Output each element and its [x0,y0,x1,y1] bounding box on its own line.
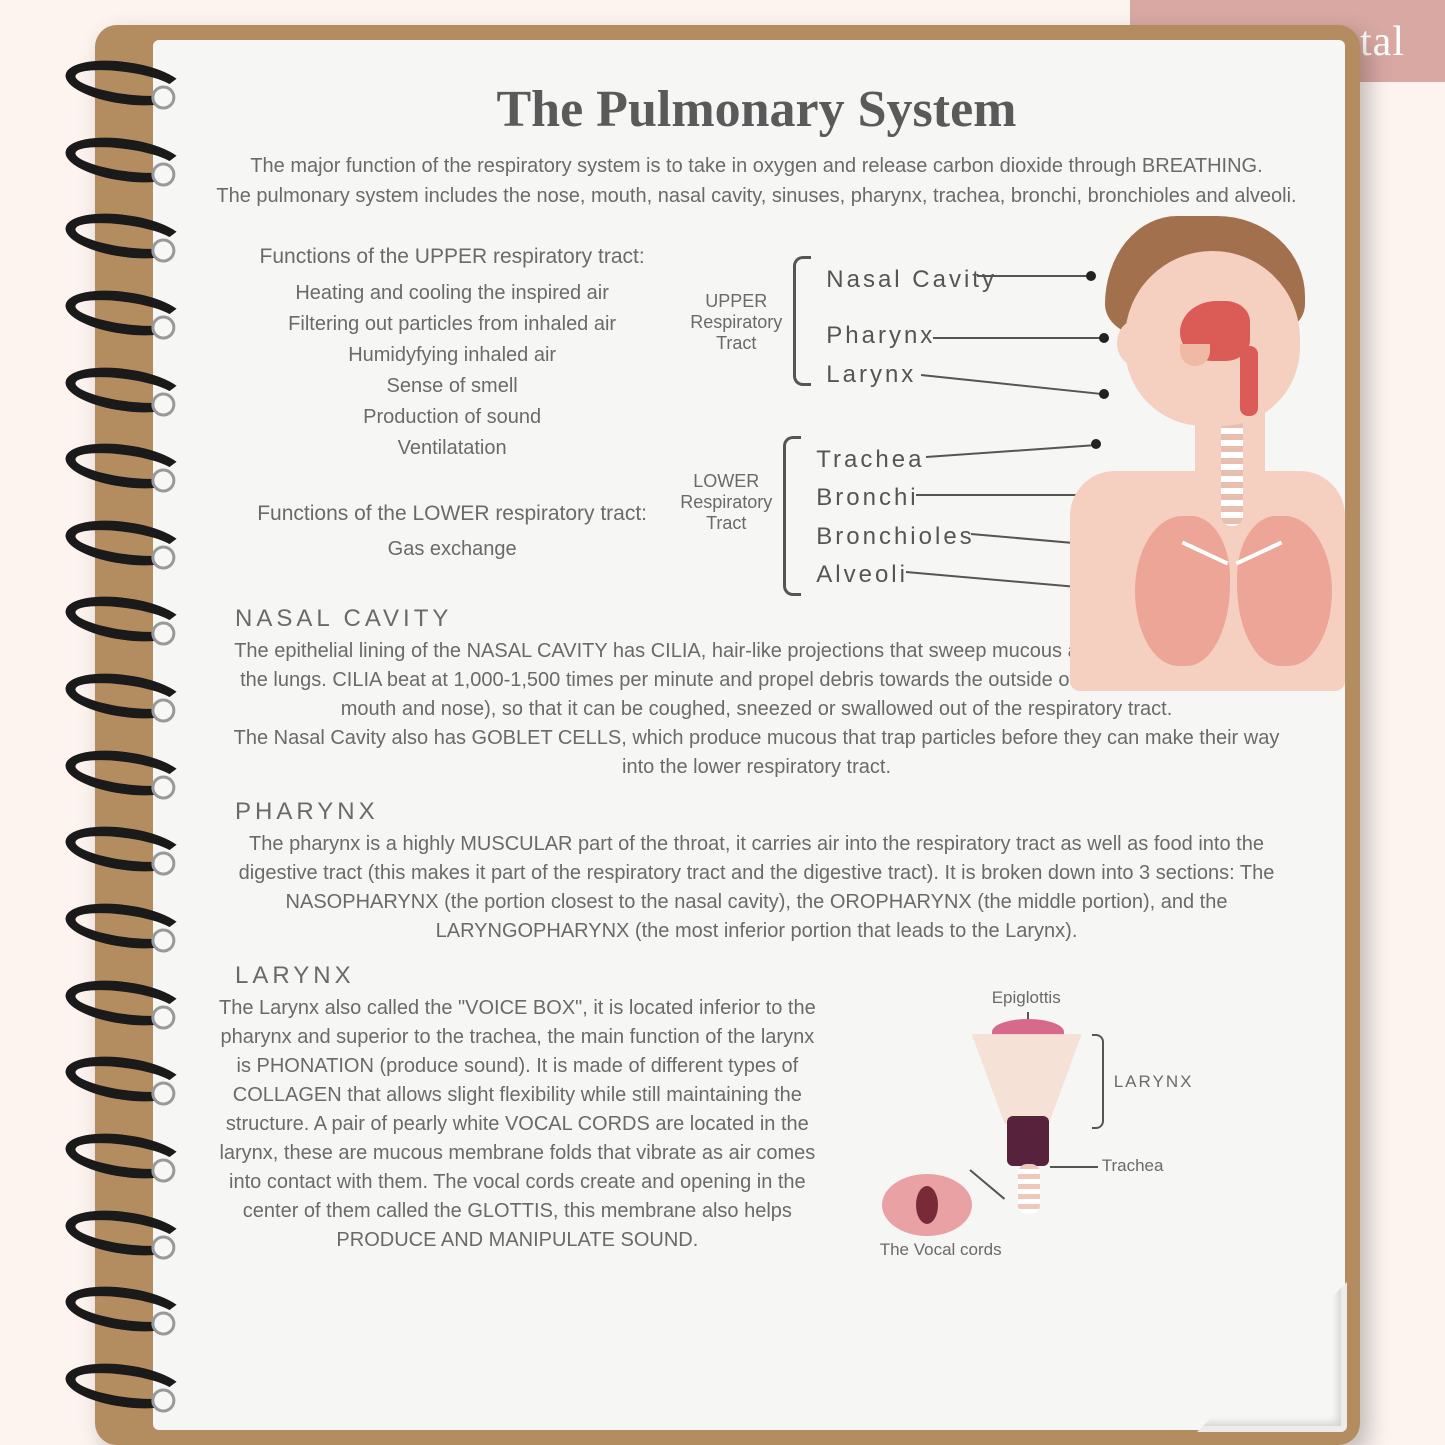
larynx-bracket [1092,1034,1104,1129]
notebook-page: The Pulmonary System The major function … [153,40,1345,1430]
lower-functions-heading: Functions of the LOWER respiratory tract… [213,498,691,531]
function-item: Filtering out particles from inhaled air [213,309,691,340]
part-label: Nasal Cavity [826,261,997,299]
vocal-cords-label: The Vocal cords [880,1240,1002,1260]
notebook: The Pulmonary System The major function … [95,25,1360,1445]
part-label: Bronchi [816,479,974,517]
function-item: Ventilatation [213,433,691,464]
upper-functions-heading: Functions of the UPPER respiratory tract… [213,241,691,274]
mini-leader [1050,1166,1098,1168]
lower-bracket [783,436,801,596]
larynx-text: The Larynx also called the "VOICE BOX", … [213,994,822,1255]
function-item: Sense of smell [213,371,691,402]
upper-tract-label: UPPER Respiratory Tract [681,291,791,354]
intro-line: The major function of the respiratory sy… [213,151,1300,181]
function-item: Gas exchange [213,534,691,565]
function-item: Production of sound [213,402,691,433]
larynx-heading: LARYNX [235,962,1300,990]
tract-word: Respiratory [671,492,781,513]
intro-line: The pulmonary system includes the nose, … [213,181,1300,211]
trachea-label: Trachea [1102,1156,1164,1176]
tract-word: Tract [671,513,781,534]
tract-word: Respiratory [681,312,791,333]
page-title: The Pulmonary System [213,80,1300,139]
lower-parts: Trachea Bronchi Bronchioles Alveoli [816,441,974,595]
part-label: Bronchioles [816,518,974,556]
functions-column: Functions of the UPPER respiratory tract… [213,241,691,565]
spiral-binding [65,62,185,1407]
intro-text: The major function of the respiratory sy… [213,151,1300,211]
respiratory-anatomy-icon [1025,216,1335,686]
pharynx-text: The pharynx is a highly MUSCULAR part of… [213,830,1300,946]
function-item: Heating and cooling the inspired air [213,278,691,309]
epiglottis-label: Epiglottis [992,988,1061,1008]
tract-word: UPPER [681,291,791,312]
larynx-figure: Epiglottis LARYNX Trachea The Vocal cord… [842,994,1300,1274]
pharynx-heading: PHARYNX [235,798,1300,826]
nasal-cavity-text2: The Nasal Cavity also has GOBLET CELLS, … [213,724,1300,782]
page-curl-icon [1197,1282,1347,1432]
tract-word: LOWER [671,471,781,492]
upper-bracket [793,256,811,386]
upper-parts: Nasal Cavity Pharynx Larynx [826,261,997,394]
mini-leader [969,1169,1005,1199]
tract-word: Tract [681,333,791,354]
part-label: Larynx [826,356,997,394]
diagram-column: UPPER Respiratory Tract Nasal Cavity Pha… [691,241,1300,565]
larynx-label: LARYNX [1114,1072,1194,1092]
lower-tract-label: LOWER Respiratory Tract [671,471,781,534]
function-item: Humidyfying inhaled air [213,340,691,371]
part-label: Trachea [816,441,974,479]
